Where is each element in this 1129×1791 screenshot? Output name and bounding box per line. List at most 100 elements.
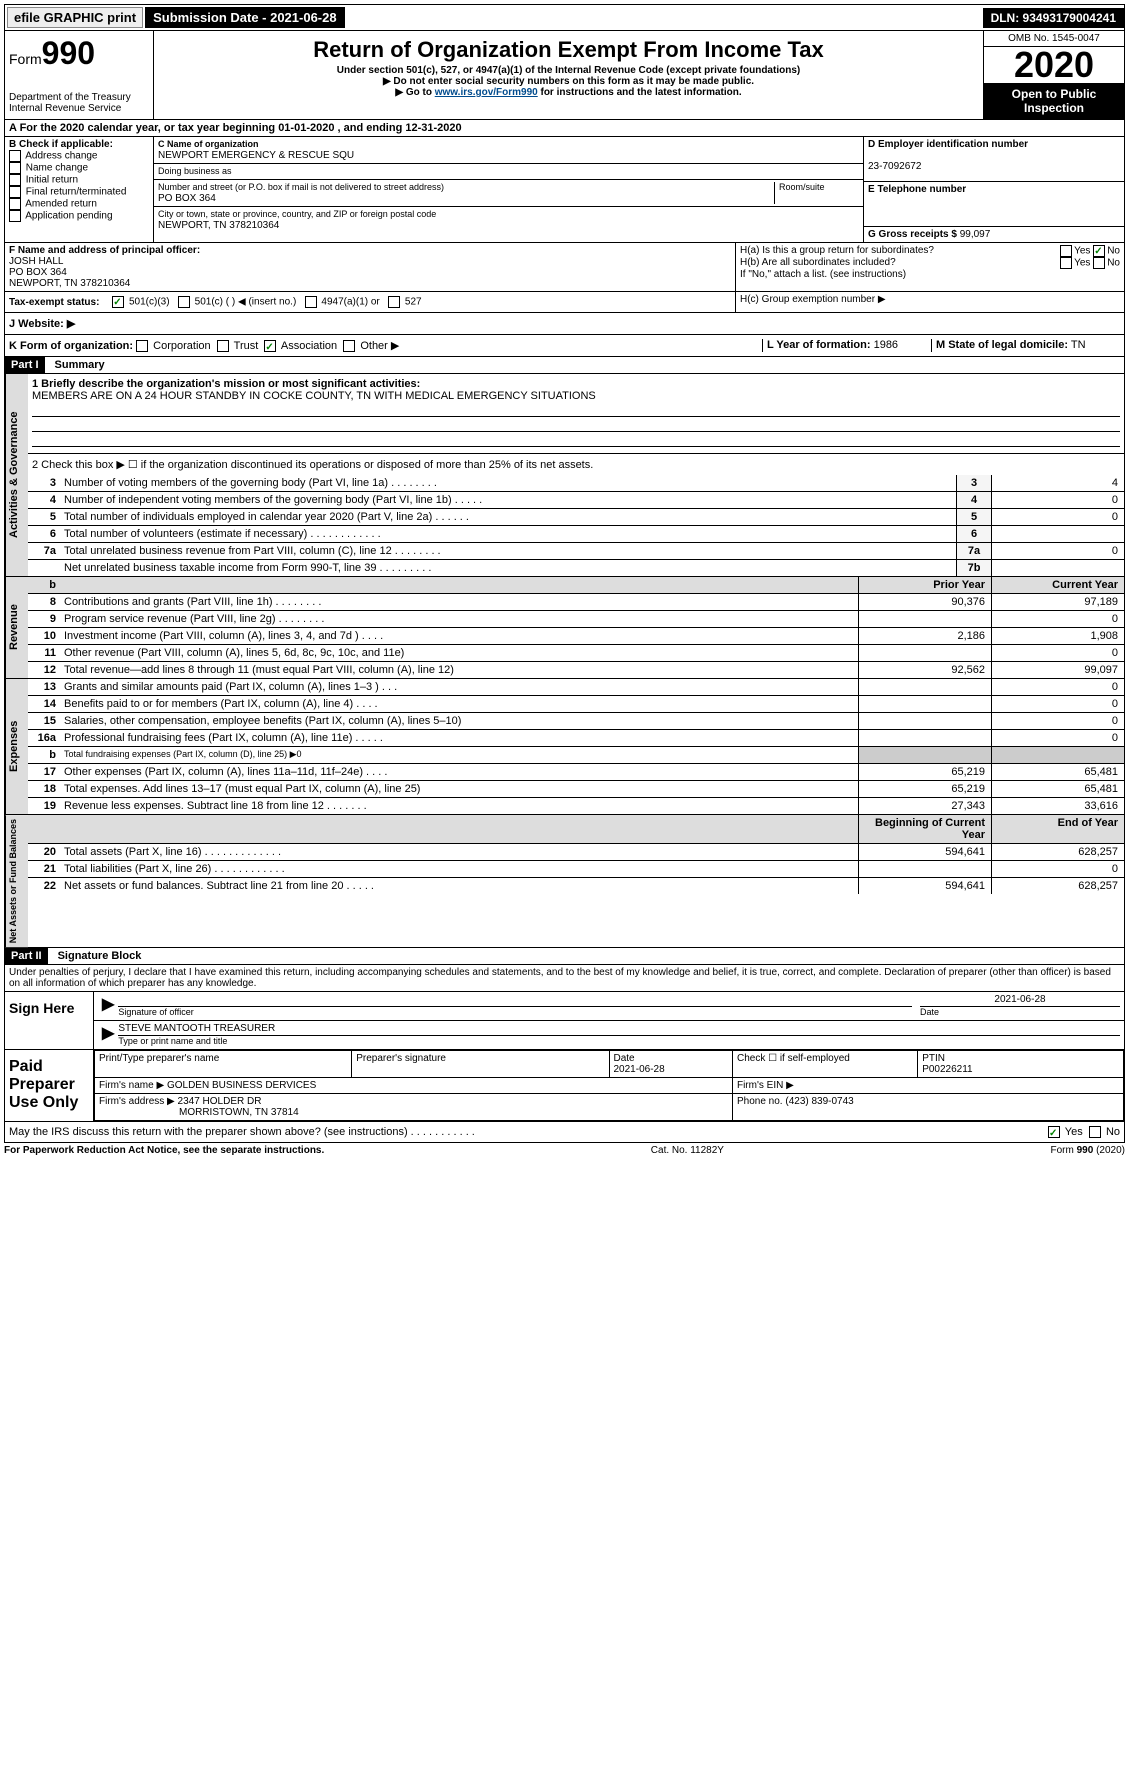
line-desc: Total unrelated business revenue from Pa… <box>60 543 956 559</box>
signature-label: Signature of officer <box>118 1007 193 1017</box>
line-desc: Revenue less expenses. Subtract line 18 … <box>60 798 858 814</box>
expenses-section: Expenses 13Grants and similar amounts pa… <box>4 679 1125 815</box>
signature-line[interactable] <box>118 994 912 1007</box>
boxb-checkbox[interactable] <box>9 198 21 210</box>
opt-trust: Trust <box>234 340 259 352</box>
corp-checkbox[interactable] <box>136 340 148 352</box>
topbar-left: efile GRAPHIC print Submission Date - 20… <box>5 5 983 30</box>
city-label: City or town, state or province, country… <box>158 209 436 219</box>
line-desc: Number of voting members of the governin… <box>60 475 956 491</box>
expenses-vert-label: Expenses <box>5 679 28 814</box>
current-value: 0 <box>991 696 1124 712</box>
state-domicile: TN <box>1071 339 1086 351</box>
boxb-checkbox[interactable] <box>9 186 21 198</box>
mission-text: MEMBERS ARE ON A 24 HOUR STANDBY IN COCK… <box>32 390 1120 402</box>
firm-addr-label: Firm's address ▶ <box>99 1096 175 1107</box>
line-num: 21 <box>28 861 60 877</box>
header-left: Form990 Department of the Treasury Inter… <box>5 31 154 119</box>
end-year-header: End of Year <box>991 815 1124 843</box>
501c-checkbox[interactable] <box>178 296 190 308</box>
revenue-section: Revenue b Prior Year Current Year 8Contr… <box>4 577 1125 679</box>
boxb-checkbox[interactable] <box>9 174 21 186</box>
summary-line: 3Number of voting members of the governi… <box>28 475 1124 492</box>
discuss-no-checkbox[interactable] <box>1089 1126 1101 1138</box>
summary-line: 6Total number of volunteers (estimate if… <box>28 526 1124 543</box>
org-name: NEWPORT EMERGENCY & RESCUE SQU <box>158 150 354 161</box>
assoc-checkbox[interactable] <box>264 340 276 352</box>
netassets-vert-label: Net Assets or Fund Balances <box>5 815 28 947</box>
name-title-label: Type or print name and title <box>118 1036 227 1046</box>
discuss-yes-checkbox[interactable] <box>1048 1126 1060 1138</box>
blank-line <box>32 434 1120 447</box>
officer-block: F Name and address of principal officer:… <box>4 243 1125 292</box>
current-value: 97,189 <box>991 594 1124 610</box>
boxb-checkbox[interactable] <box>9 210 21 222</box>
perjury-statement: Under penalties of perjury, I declare th… <box>4 965 1125 992</box>
blank-line <box>32 419 1120 432</box>
summary-line: 4Number of independent voting members of… <box>28 492 1124 509</box>
tax-status-row: Tax-exempt status: 501(c)(3) 501(c) ( ) … <box>4 292 1125 313</box>
line-value <box>991 526 1124 542</box>
form-subtitle: Under section 501(c), 527, or 4947(a)(1)… <box>158 65 979 76</box>
summary-line: bTotal fundraising expenses (Part IX, co… <box>28 747 1124 764</box>
hc-label: H(c) Group exemption number ▶ <box>740 294 886 305</box>
current-value: 0 <box>991 645 1124 661</box>
summary-line: 21Total liabilities (Part X, line 26) . … <box>28 861 1124 878</box>
line-num: 12 <box>28 662 60 678</box>
ptin-label: PTIN <box>922 1053 945 1064</box>
opt-corp: Corporation <box>153 340 210 352</box>
other-checkbox[interactable] <box>343 340 355 352</box>
footer-mid: Cat. No. 11282Y <box>651 1145 724 1156</box>
open-public-badge: Open to Public Inspection <box>984 83 1124 119</box>
officer-addr1: PO BOX 364 <box>9 267 67 278</box>
summary-line: 5Total number of individuals employed in… <box>28 509 1124 526</box>
prior-value: 65,219 <box>858 764 991 780</box>
prior-year-header: Prior Year <box>858 577 991 593</box>
no-text: No <box>1107 246 1120 257</box>
addr-label: Number and street (or P.O. box if mail i… <box>158 182 444 192</box>
4947-checkbox[interactable] <box>305 296 317 308</box>
boxb-item: Address change <box>9 150 149 162</box>
ein-value: 23-7092672 <box>868 161 921 172</box>
discuss-yes: Yes <box>1065 1126 1083 1138</box>
501c3-checkbox[interactable] <box>112 296 124 308</box>
line-num: 17 <box>28 764 60 780</box>
firm-addr2: MORRISTOWN, TN 37814 <box>99 1107 299 1118</box>
summary-line: 7aTotal unrelated business revenue from … <box>28 543 1124 560</box>
shaded-cell <box>858 747 991 763</box>
date-label: Date <box>920 1007 939 1017</box>
hb-no-checkbox[interactable] <box>1093 257 1105 269</box>
prior-value <box>858 679 991 695</box>
tax-year: 2020 <box>984 47 1124 83</box>
summary-line: 15Salaries, other compensation, employee… <box>28 713 1124 730</box>
summary-line: 16aProfessional fundraising fees (Part I… <box>28 730 1124 747</box>
efile-button[interactable]: efile GRAPHIC print <box>7 7 143 28</box>
paid-preparer-label: Paid Preparer Use Only <box>5 1050 94 1121</box>
prior-value <box>858 696 991 712</box>
part2-subtitle: Signature Block <box>48 950 142 962</box>
line-desc: Number of independent voting members of … <box>60 492 956 508</box>
line-a: A For the 2020 calendar year, or tax yea… <box>4 120 1125 137</box>
blank-cell <box>60 815 858 843</box>
header-mid: Return of Organization Exempt From Incom… <box>154 31 983 119</box>
year-formation: 1986 <box>874 339 898 351</box>
prior-value: 594,641 <box>858 878 991 894</box>
527-checkbox[interactable] <box>388 296 400 308</box>
hc-row: H(c) Group exemption number ▶ <box>735 292 1124 312</box>
name-label: C Name of organization <box>158 139 259 149</box>
current-value: 0 <box>991 713 1124 729</box>
ha-no-checkbox[interactable] <box>1093 245 1105 257</box>
gross-value: 99,097 <box>960 229 991 240</box>
boxb-checkbox[interactable] <box>9 150 21 162</box>
hb-yes-checkbox[interactable] <box>1060 257 1072 269</box>
summary-line: 17Other expenses (Part IX, column (A), l… <box>28 764 1124 781</box>
yes-text: Yes <box>1074 246 1090 257</box>
line-value: 4 <box>991 475 1124 491</box>
trust-checkbox[interactable] <box>217 340 229 352</box>
irs-link[interactable]: www.irs.gov/Form990 <box>435 87 538 98</box>
line-box: 7b <box>956 560 991 576</box>
firm-name-label: Firm's name ▶ <box>99 1080 164 1091</box>
boxb-checkbox[interactable] <box>9 162 21 174</box>
ha-yes-checkbox[interactable] <box>1060 245 1072 257</box>
current-value: 65,481 <box>991 764 1124 780</box>
